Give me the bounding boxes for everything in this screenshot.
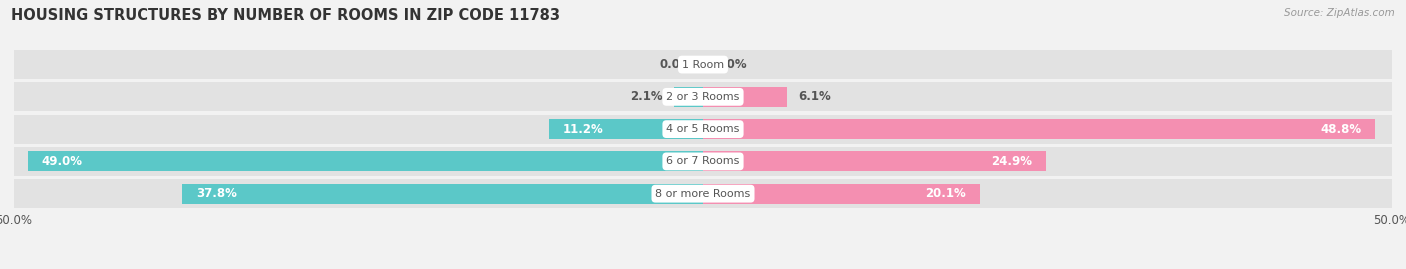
- Bar: [14, 179, 1392, 208]
- Bar: [703, 151, 1046, 171]
- Text: 6.1%: 6.1%: [799, 90, 831, 103]
- Text: 24.9%: 24.9%: [991, 155, 1032, 168]
- Text: 0.0%: 0.0%: [714, 58, 747, 71]
- Bar: [28, 151, 703, 171]
- Bar: [14, 115, 1392, 144]
- Text: 8 or more Rooms: 8 or more Rooms: [655, 189, 751, 199]
- Bar: [703, 119, 1375, 139]
- Text: 11.2%: 11.2%: [562, 123, 603, 136]
- Bar: [548, 119, 703, 139]
- Bar: [703, 87, 787, 107]
- Text: 20.1%: 20.1%: [925, 187, 966, 200]
- Bar: [703, 184, 980, 204]
- Bar: [673, 87, 703, 107]
- Text: 0.0%: 0.0%: [659, 58, 692, 71]
- Bar: [14, 147, 1392, 176]
- Bar: [14, 50, 1392, 79]
- Text: 2.1%: 2.1%: [630, 90, 664, 103]
- Text: 6 or 7 Rooms: 6 or 7 Rooms: [666, 156, 740, 167]
- Bar: [14, 82, 1392, 111]
- Text: 2 or 3 Rooms: 2 or 3 Rooms: [666, 92, 740, 102]
- Text: 37.8%: 37.8%: [195, 187, 236, 200]
- Text: 48.8%: 48.8%: [1320, 123, 1361, 136]
- Text: 1 Room: 1 Room: [682, 59, 724, 70]
- Text: 49.0%: 49.0%: [42, 155, 83, 168]
- Text: Source: ZipAtlas.com: Source: ZipAtlas.com: [1284, 8, 1395, 18]
- Text: 4 or 5 Rooms: 4 or 5 Rooms: [666, 124, 740, 134]
- Text: HOUSING STRUCTURES BY NUMBER OF ROOMS IN ZIP CODE 11783: HOUSING STRUCTURES BY NUMBER OF ROOMS IN…: [11, 8, 560, 23]
- Bar: [183, 184, 703, 204]
